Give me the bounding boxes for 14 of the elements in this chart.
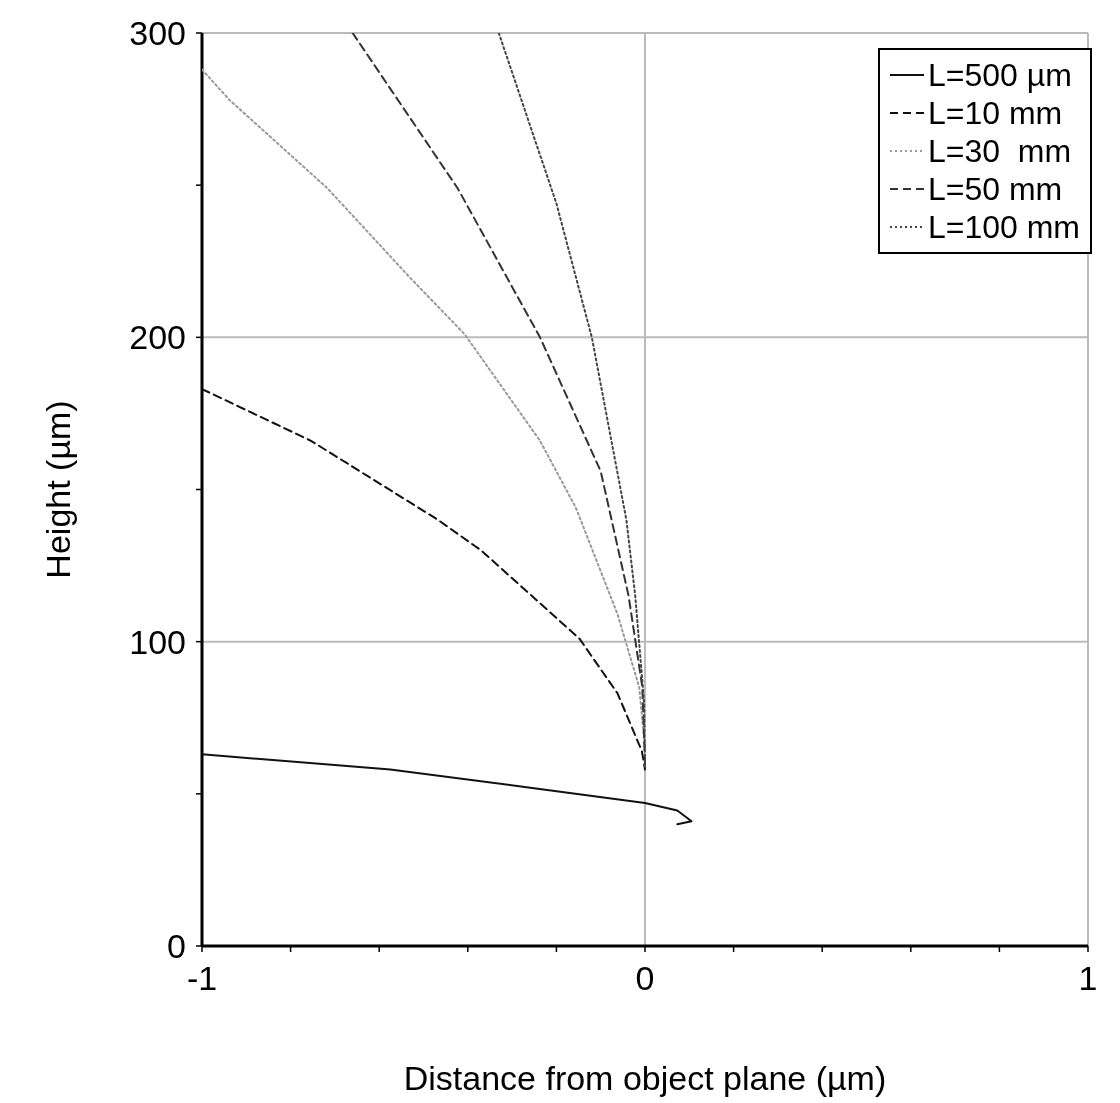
x-tick-label: 1 xyxy=(1078,959,1098,998)
legend-label: L=10 mm xyxy=(927,94,1063,132)
y-tick-label: 300 xyxy=(129,14,186,53)
y-tick-label: 100 xyxy=(129,622,186,661)
legend-label: L=500 µm xyxy=(927,56,1072,94)
x-tick-label: 0 xyxy=(635,959,655,998)
legend-label: L=100 mm xyxy=(927,208,1080,246)
y-axis-title: Height (µm) xyxy=(39,400,78,579)
x-tick-label: -1 xyxy=(186,959,218,998)
y-tick-label: 200 xyxy=(129,318,186,357)
legend-label: L=50 mm xyxy=(927,170,1063,208)
legend-label: L=30 mm xyxy=(927,132,1072,170)
y-tick-label: 0 xyxy=(167,927,186,966)
x-axis-title: Distance from object plane (µm) xyxy=(403,1059,887,1097)
